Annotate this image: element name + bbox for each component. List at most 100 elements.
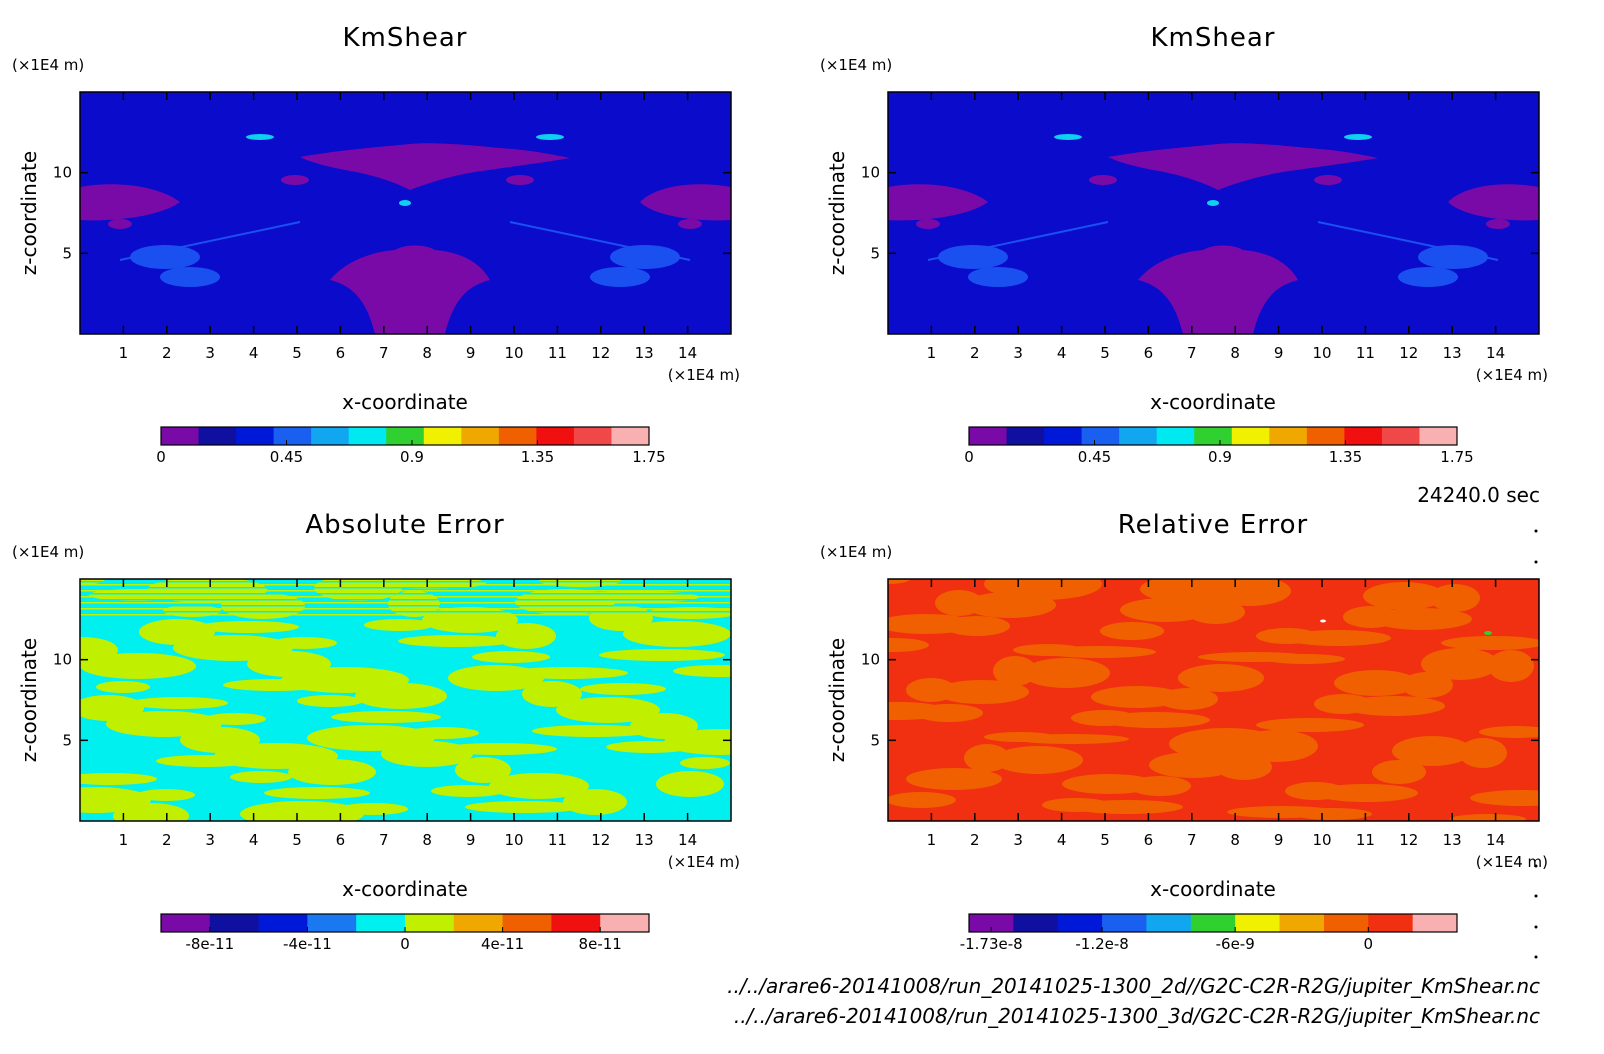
contour-region (656, 771, 724, 797)
contour-region (1372, 760, 1426, 784)
contour-region (489, 773, 589, 799)
y-tick-label: 10 (53, 164, 72, 182)
contour-region (355, 683, 447, 709)
x-unit-label: (×1E4 m) (668, 853, 740, 871)
contour-region (96, 681, 150, 693)
contour-band (80, 581, 731, 583)
contour-region (1459, 738, 1507, 768)
colorbar-swatch (611, 427, 650, 445)
contour-region (431, 785, 505, 797)
colorbar-swatch (1057, 914, 1103, 932)
x-tick-label: 12 (591, 831, 610, 849)
contour-region (108, 219, 132, 229)
field-layer (80, 579, 731, 821)
colorbar-swatch (551, 914, 601, 932)
colorbar-swatch (161, 427, 200, 445)
contour-region (964, 744, 1010, 772)
colorbar-swatch (348, 427, 387, 445)
contour-region (938, 245, 1008, 269)
y-tick-label: 5 (62, 244, 72, 262)
colorbar-label: 0 (1363, 935, 1373, 953)
contour-region (496, 623, 556, 649)
colorbar-swatch (1102, 914, 1147, 932)
contour-region (678, 219, 702, 229)
colorbar-frame (968, 913, 1458, 933)
colorbar-swatch (1412, 914, 1458, 932)
colorbar-label: 1.35 (521, 448, 554, 466)
colorbar: -8e-11 -4e-11 0 4e-11 8e-11 (160, 913, 650, 953)
contour-band (80, 602, 731, 604)
plot-frame (79, 91, 732, 335)
x-tick-label: 10 (504, 831, 523, 849)
colorbar-swatch (1190, 914, 1236, 932)
plot-frame (887, 578, 1540, 822)
y-unit-label: (×1E4 m) (820, 543, 892, 561)
x-tick-label: 13 (635, 344, 654, 362)
colorbar-swatch (1235, 914, 1281, 932)
colorbar: -1.73e-8 -1.2e-8 -6e-9 0 (960, 913, 1458, 953)
colorbar-label: 8e-11 (579, 935, 622, 953)
contour-region (240, 801, 364, 821)
contour-region (506, 175, 534, 185)
contour-region (465, 801, 583, 813)
time-label: 24240.0 sec (1417, 483, 1540, 507)
contour-line (927, 221, 1499, 261)
contour-region (647, 607, 731, 619)
contour-region (1320, 619, 1326, 623)
contour-region (330, 245, 490, 334)
x-tick-label: 10 (1312, 344, 1331, 362)
contour-region (1470, 790, 1539, 806)
colorbar-swatch (1419, 427, 1458, 445)
contour-region (1448, 184, 1539, 221)
contour-region (1178, 664, 1264, 692)
field-features (80, 579, 731, 821)
colorbar-label: -6e-9 (1216, 935, 1255, 953)
x-tick-label: 3 (1013, 831, 1023, 849)
contour-region (556, 697, 660, 723)
contour-region (888, 184, 988, 221)
colorbar-swatch (1306, 427, 1345, 445)
contour-region (1071, 710, 1137, 726)
colorbar-frame (968, 426, 1458, 446)
contour-region (1207, 200, 1219, 206)
x-tick-label: 14 (678, 831, 697, 849)
x-tick-label: 13 (1443, 831, 1462, 849)
x-tick-label: 2 (162, 831, 172, 849)
x-tick-label: 7 (1187, 344, 1197, 362)
contour-region (1140, 579, 1256, 604)
file-path-2d: ../../arare6-20141008/run_20141025-1300_… (727, 974, 1540, 998)
contour-band (80, 608, 731, 610)
contour-region (1314, 175, 1342, 185)
colorbar-swatch (1344, 427, 1383, 445)
colorbar-swatch (1269, 427, 1308, 445)
contour-region (300, 143, 570, 190)
y-tick-label: 5 (870, 731, 880, 749)
colorbar-swatch (1231, 427, 1270, 445)
colorbar-label: 0.9 (1208, 448, 1232, 466)
chart-title: Relative Error (1118, 510, 1309, 540)
contour-region (1285, 782, 1345, 800)
x-tick-label: 8 (422, 831, 432, 849)
colorbar-swatch (273, 427, 312, 445)
x-tick-label: 5 (292, 344, 302, 362)
contour-band (80, 596, 731, 598)
colorbar-swatch (1119, 427, 1158, 445)
contour-band (80, 605, 731, 607)
colorbar-swatch (1081, 427, 1120, 445)
contour-region (1198, 652, 1310, 662)
y-tick-label: 10 (53, 651, 72, 669)
colorbar-swatch (423, 427, 462, 445)
panel-kmshear-2d: KmShear (×1E4 m) 1 2 3 4 5 6 7 8 9 10 11 12 13 14510 … (12, 23, 740, 466)
chart-title: KmShear (343, 23, 468, 53)
colorbar-label: -1.73e-8 (960, 935, 1023, 953)
x-tick-label: 9 (466, 831, 476, 849)
colorbar-label: 0 (964, 448, 974, 466)
contour-region (1054, 134, 1082, 140)
dot-mark (1534, 925, 1538, 929)
x-tick-label: 9 (1274, 344, 1284, 362)
y-tick-label: 10 (861, 164, 880, 182)
